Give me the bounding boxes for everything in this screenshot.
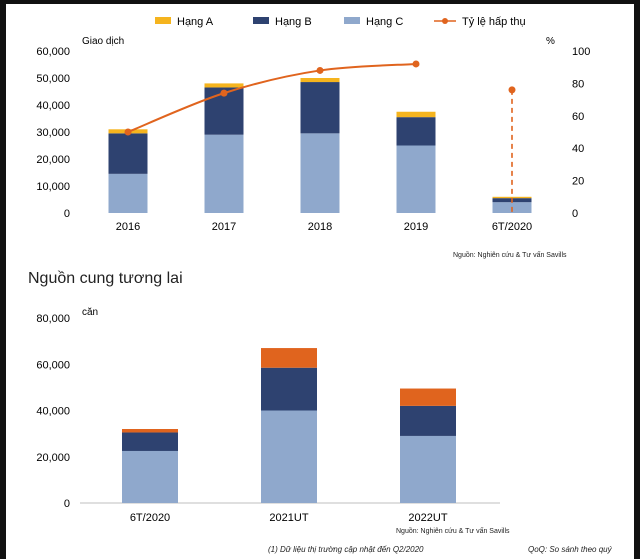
y-left-tick-label: 50,000 xyxy=(36,73,70,85)
y-tick-label: 80,000 xyxy=(36,313,70,325)
bar-h-ng-a-6t-2020 xyxy=(122,429,178,433)
absorption-point-2016 xyxy=(124,128,132,136)
y-left-tick-label: 30,000 xyxy=(36,127,70,139)
y-tick-label: 40,000 xyxy=(36,406,70,418)
y-right-tick-label: 60 xyxy=(572,111,584,123)
y-left-tick-label: 10,000 xyxy=(36,181,70,193)
bar-h-ng-c-2022ut xyxy=(400,435,456,503)
y-left-tick-label: 0 xyxy=(64,208,70,220)
bar-h-ng-a-6t-2020 xyxy=(492,196,532,199)
bar-h-ng-c-2018 xyxy=(300,133,340,213)
bar-h-ng-c-2019 xyxy=(396,145,436,213)
y-right-tick-label: 40 xyxy=(572,143,584,155)
future-supply-chart: căn 0 20,000 40,000 60,000 80,000 6T/2020 202… xyxy=(36,307,500,524)
legend-label-hang-c: Hạng C xyxy=(366,16,403,28)
x-tick-label: 2022UT xyxy=(408,512,447,524)
chart2-source: Nguồn: Nghiên cứu & Tư vấn Savills xyxy=(396,528,510,535)
legend-marker-absorption xyxy=(442,18,448,24)
legend-swatch-hang-a xyxy=(155,17,171,24)
legend-label-hang-b: Hạng B xyxy=(275,16,312,28)
bar-h-ng-a-2018 xyxy=(300,78,340,83)
bar-h-ng-b-6t-2020 xyxy=(122,432,178,451)
bar-h-ng-b-2021ut xyxy=(261,367,317,411)
left-frame-border xyxy=(0,0,6,559)
bar-h-ng-b-2016 xyxy=(108,133,148,174)
bar-h-ng-a-2021ut xyxy=(261,348,317,368)
x-tick-label: 2017 xyxy=(212,221,236,233)
y-right-tick-label: 20 xyxy=(572,176,584,188)
absorption-rate-line xyxy=(127,62,417,133)
bar-h-ng-a-2017 xyxy=(204,83,244,88)
legend-label-absorption: Tỷ lệ hấp thụ xyxy=(462,16,526,28)
legend-swatch-hang-c xyxy=(344,17,360,24)
bar-h-ng-b-2018 xyxy=(300,82,340,134)
y-left-tick-label: 60,000 xyxy=(36,46,70,58)
chart1-source: Nguồn: Nghiên cứu & Tư vấn Savills xyxy=(453,252,567,259)
bar-h-ng-c-2016 xyxy=(108,173,148,213)
y-right-tick-label: 0 xyxy=(572,208,578,220)
bar-h-ng-a-2019 xyxy=(396,111,436,118)
x-tick-label: 2021UT xyxy=(269,512,308,524)
x-tick-label: 2018 xyxy=(308,221,332,233)
bar-h-ng-c-2021ut xyxy=(261,410,317,503)
absorption-point-2018 xyxy=(316,66,324,74)
right-frame-border xyxy=(634,0,640,559)
y-right-tick-label: 100 xyxy=(572,46,590,58)
bar-h-ng-b-2019 xyxy=(396,117,436,146)
absorption-point-2019 xyxy=(412,60,420,68)
bar-h-ng-c-6t-2020 xyxy=(122,450,178,503)
y-left-tick-label: 40,000 xyxy=(36,100,70,112)
y-tick-label: 60,000 xyxy=(36,359,70,371)
qoq-footnote: QoQ: So sánh theo quý xyxy=(528,545,612,554)
absorption-point-6t-2020 xyxy=(508,86,516,94)
top-frame-border xyxy=(0,0,640,4)
bar-h-ng-b-2022ut xyxy=(400,405,456,436)
x-tick-label: 2019 xyxy=(404,221,428,233)
chart1-legend: Hạng A Hạng B Hạng C Tỷ lệ hấp thụ xyxy=(155,16,526,28)
bar-h-ng-c-2017 xyxy=(204,134,244,213)
legend-label-hang-a: Hạng A xyxy=(177,16,214,28)
y-tick-label: 20,000 xyxy=(36,452,70,464)
y-tick-label: 0 xyxy=(64,498,70,510)
y-axis-unit-label: căn xyxy=(82,307,98,318)
legend-swatch-hang-b xyxy=(253,17,269,24)
y-left-axis-label: Giao dịch xyxy=(82,36,124,47)
data-update-footnote: (1) Dữ liệu thị trường cập nhật đến Q2/2… xyxy=(268,545,424,554)
transactions-chart: Hạng A Hạng B Hạng C Tỷ lệ hấp thụ Giao … xyxy=(36,16,590,233)
x-tick-label: 6T/2020 xyxy=(492,221,532,233)
bar-h-ng-a-2022ut xyxy=(400,388,456,406)
x-tick-label: 2016 xyxy=(116,221,140,233)
future-supply-title: Nguồn cung tương lai xyxy=(28,270,183,287)
y-left-tick-label: 20,000 xyxy=(36,154,70,166)
x-tick-label: 6T/2020 xyxy=(130,512,170,524)
y-right-tick-label: 80 xyxy=(572,78,584,90)
y-right-axis-label: % xyxy=(546,36,555,47)
absorption-point-2017 xyxy=(220,89,228,97)
